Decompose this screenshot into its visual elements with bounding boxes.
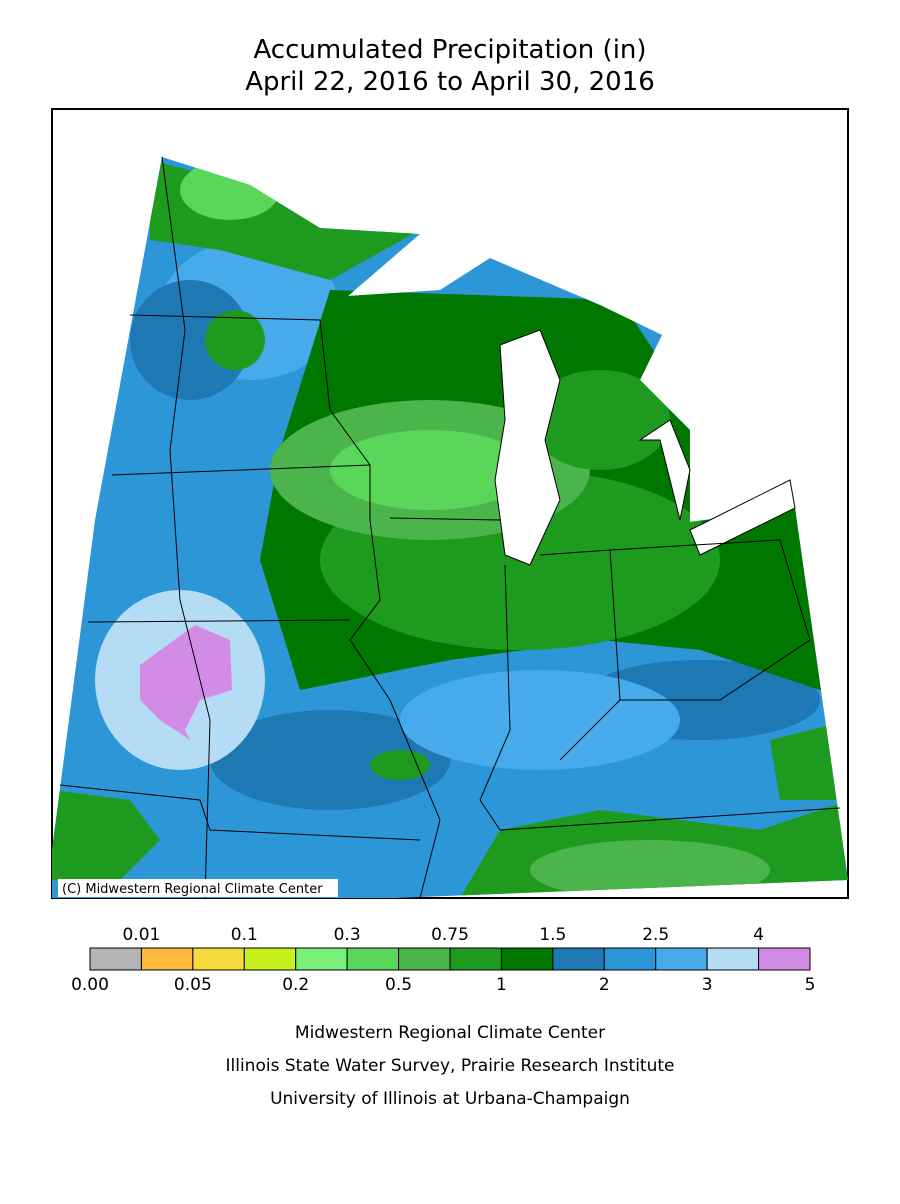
legend-break-label: 0.3 xyxy=(334,925,361,945)
legend-break-label: 0.5 xyxy=(385,975,412,995)
field xyxy=(400,670,680,770)
lake-erie xyxy=(689,479,796,556)
legend-break-label: 3 xyxy=(702,975,713,995)
legend-break-label: 5 xyxy=(805,975,816,995)
legend-swatch xyxy=(398,947,451,971)
field xyxy=(140,625,232,740)
legend-swatch xyxy=(655,947,708,971)
legend-break-label: 1 xyxy=(496,975,507,995)
boundaries xyxy=(59,156,841,899)
legend-swatch xyxy=(500,947,554,971)
legend-break-label: 0.01 xyxy=(122,925,160,945)
legend-break-label: 0.75 xyxy=(431,925,469,945)
field xyxy=(330,430,530,510)
legend-break-label: 0.00 xyxy=(71,975,109,995)
footer-line: Illinois State Water Survey, Prairie Res… xyxy=(226,1056,675,1076)
legend-swatch xyxy=(552,947,605,971)
map: (C) Midwestern Regional Climate Center xyxy=(51,108,849,899)
legend-break-label: 2.5 xyxy=(642,925,669,945)
field xyxy=(210,710,450,810)
legend-swatch xyxy=(449,947,502,971)
field xyxy=(205,310,265,370)
legend-swatch xyxy=(89,947,142,971)
legend-swatch xyxy=(758,947,811,971)
lake-michigan xyxy=(494,329,561,566)
field xyxy=(530,370,670,470)
legend-break-label: 2 xyxy=(599,975,610,995)
lake-huron-bay xyxy=(638,419,691,521)
legend-break-label: 0.05 xyxy=(174,975,212,995)
legend-swatch xyxy=(243,947,297,971)
copyright-box xyxy=(58,879,338,897)
title: Accumulated Precipitation (in) xyxy=(253,35,646,65)
footer-line: University of Illinois at Urbana-Champai… xyxy=(270,1089,630,1109)
legend-break-label: 4 xyxy=(753,925,764,945)
legend-swatch xyxy=(140,947,194,971)
legend: 0.00 0.01 0.05 0.1 0.2 0.3 0.5 0.75 1 1.5 2 2.5 3 4 5 xyxy=(71,925,815,995)
legend-swatch xyxy=(192,947,245,971)
field xyxy=(130,280,250,400)
field xyxy=(530,840,770,898)
subtitle: April 22, 2016 to April 30, 2016 xyxy=(245,67,655,97)
field xyxy=(52,790,160,880)
field xyxy=(370,750,430,780)
footer-line: Midwestern Regional Climate Center xyxy=(295,1023,605,1043)
legend-break-label: 1.5 xyxy=(539,925,566,945)
legend-break-label: 0.2 xyxy=(282,975,309,995)
copyright: (C) Midwestern Regional Climate Center xyxy=(62,882,323,897)
legend-swatch xyxy=(346,947,400,971)
legend-swatch xyxy=(603,947,657,971)
legend-swatch xyxy=(706,947,760,971)
legend-break-label: 0.1 xyxy=(231,925,258,945)
legend-swatch xyxy=(295,947,348,971)
